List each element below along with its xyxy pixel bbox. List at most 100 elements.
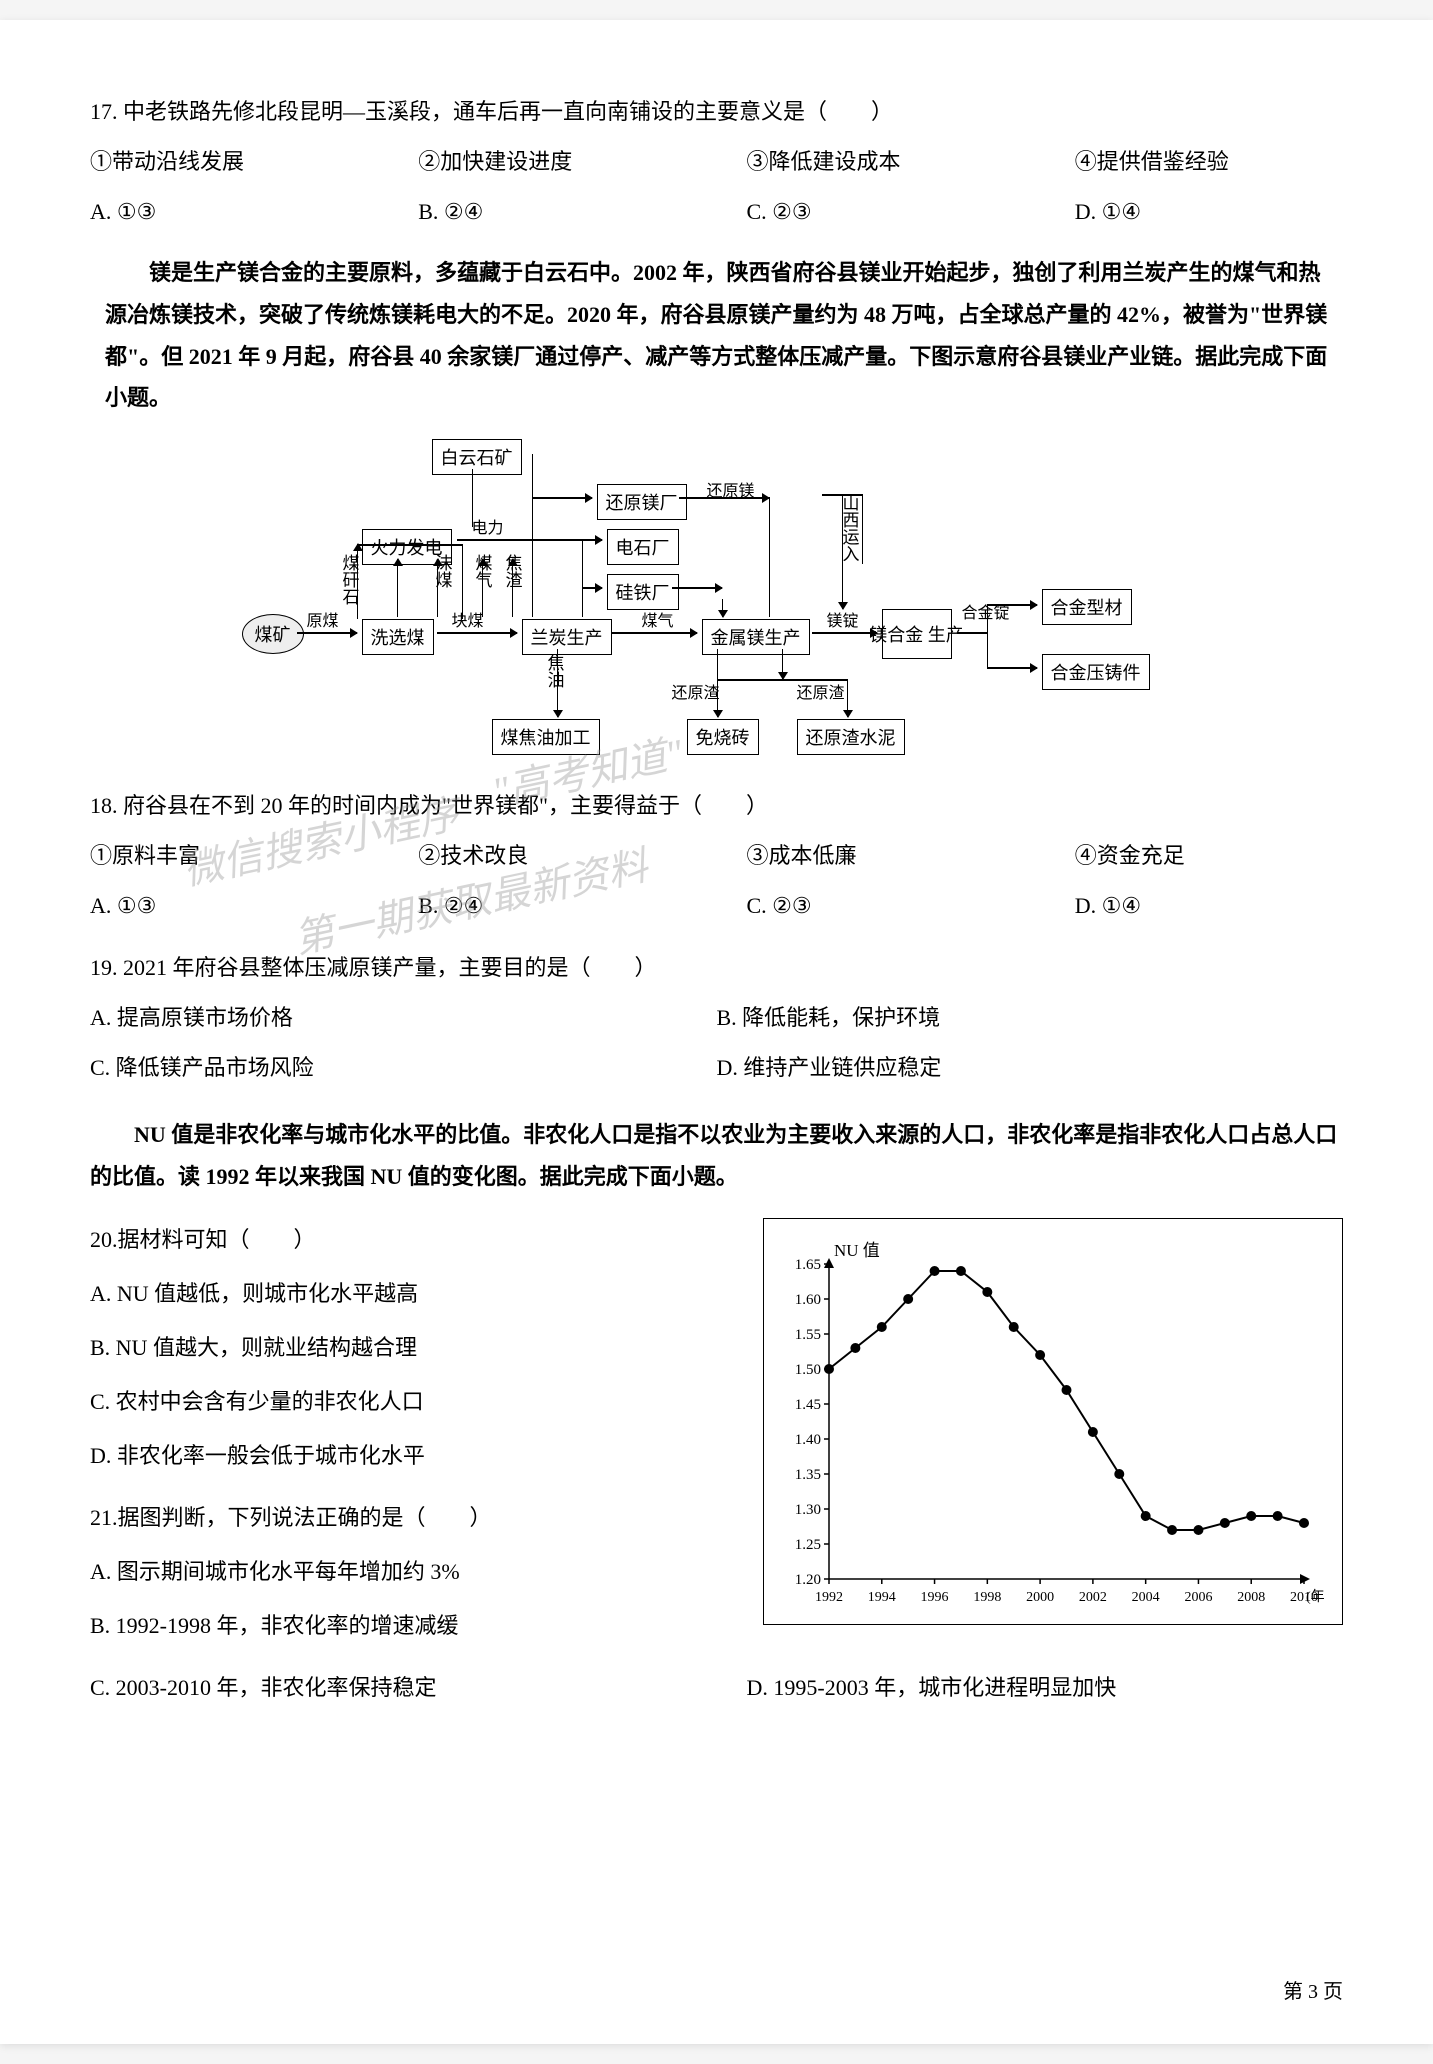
q18-opt4: ④资金充足	[1075, 834, 1343, 878]
line	[357, 544, 359, 619]
label-jiaoyou: 焦油	[542, 654, 567, 688]
line	[357, 544, 462, 546]
question-17: 17. 中老铁路先修北段昆明—玉溪段，通车后再一直向南铺设的主要意义是（ ） ①…	[90, 90, 1343, 234]
q18-opt2: ②技术改良	[418, 834, 686, 878]
magnesium-flowchart: 白云石矿 火力发电 煤矿 洗选煤 兰炭生产 还原镁厂 电石厂 硅铁厂 金属镁生产…	[242, 439, 1192, 759]
q18-choice-c: C. ②③	[747, 884, 1015, 928]
q21-choice-b: B. 1992-1998 年，非农化率的增速减缓	[90, 1604, 733, 1648]
line	[722, 599, 724, 617]
q19-stem: 19. 2021 年府谷县整体压减原镁产量，主要目的是（ ）	[90, 946, 1343, 990]
label-yuanmei: 原煤	[307, 607, 339, 631]
q21-choice-d: D. 1995-2003 年，城市化进程明显加快	[747, 1666, 1344, 1710]
line	[812, 632, 877, 634]
q19-choice-d: D. 维持产业链供应稳定	[717, 1046, 1344, 1090]
svg-text:1.50: 1.50	[795, 1362, 821, 1378]
question-19: 19. 2021 年府谷县整体压减原镁产量，主要目的是（ ） A. 提高原镁市场…	[90, 946, 1343, 1096]
line	[582, 539, 584, 617]
svg-text:2004: 2004	[1132, 1590, 1160, 1605]
q20-choice-b: B. NU 值越大，则就业结构越合理	[90, 1326, 733, 1370]
label-hyz1: 还原渣	[672, 679, 720, 703]
box-xixuan: 洗选煤	[362, 619, 434, 655]
box-dianshi: 电石厂	[607, 529, 679, 565]
line	[987, 604, 1037, 606]
svg-text:1.35: 1.35	[795, 1467, 821, 1483]
q17-choices: A. ①③ B. ②④ C. ②③ D. ①④	[90, 190, 1343, 234]
box-hejinya: 合金压铸件	[1042, 654, 1150, 690]
svg-text:1.55: 1.55	[795, 1327, 821, 1343]
line	[842, 494, 844, 609]
line	[862, 494, 864, 564]
q20-choice-a: A. NU 值越低，则城市化水平越高	[90, 1272, 733, 1316]
svg-text:1.40: 1.40	[795, 1432, 821, 1448]
svg-text:NU 值: NU 值	[834, 1241, 880, 1260]
oval-meikuang: 煤矿	[242, 614, 304, 654]
label-meiqi2: 煤气	[642, 607, 674, 631]
bottom-section: 20.据材料可知（ ） A. NU 值越低，则城市化水平越高 B. NU 值越大…	[90, 1218, 1343, 1666]
svg-text:1.65: 1.65	[795, 1257, 821, 1273]
q21-choice-c: C. 2003-2010 年，非农化率保持稳定	[90, 1666, 687, 1710]
line	[847, 679, 849, 717]
label-meiding: 镁锭	[827, 607, 859, 631]
label-shanxi: 山西运入	[837, 494, 862, 562]
line	[457, 539, 602, 541]
line	[717, 679, 847, 681]
nu-chart: 1.201.251.301.351.401.451.501.551.601.65…	[774, 1234, 1324, 1614]
line	[822, 494, 862, 496]
q17-opt4: ④提供借鉴经验	[1075, 140, 1343, 184]
line	[717, 649, 719, 717]
q18-opt3: ③成本低廉	[747, 834, 1015, 878]
svg-text:1998: 1998	[973, 1590, 1001, 1605]
q17-choice-a: A. ①③	[90, 190, 358, 234]
q19-choice-b: B. 降低能耗，保护环境	[717, 996, 1344, 1040]
q18-choice-d: D. ①④	[1075, 884, 1343, 928]
line	[532, 454, 534, 617]
q18-choice-b: B. ②④	[418, 884, 686, 928]
line	[557, 649, 559, 717]
svg-text:2000: 2000	[1026, 1590, 1054, 1605]
passage-2: NU 值是非农化率与城市化水平的比值。非农化人口是指不以农业为主要收入来源的人口…	[90, 1114, 1343, 1198]
flowchart-container: 白云石矿 火力发电 煤矿 洗选煤 兰炭生产 还原镁厂 电石厂 硅铁厂 金属镁生产…	[90, 439, 1343, 759]
line	[472, 469, 474, 527]
q17-opt3: ③降低建设成本	[747, 140, 1015, 184]
svg-text:1994: 1994	[868, 1590, 896, 1605]
box-huanyuan: 还原镁厂	[597, 484, 687, 520]
q17-stem: 17. 中老铁路先修北段昆明—玉溪段，通车后再一直向南铺设的主要意义是（ ）	[90, 90, 1343, 134]
q17-opt1: ①带动沿线发展	[90, 140, 358, 184]
q18-sub-options: ①原料丰富 ②技术改良 ③成本低廉 ④资金充足	[90, 834, 1343, 878]
q18-choice-a: A. ①③	[90, 884, 358, 928]
box-huanyuanzha: 还原渣水泥	[797, 719, 905, 755]
line	[612, 632, 697, 634]
q17-opt2: ②加快建设进度	[418, 140, 686, 184]
line	[482, 559, 484, 617]
page-number: 第 3 页	[1283, 1975, 1343, 2004]
box-baiyunshi: 白云石矿	[432, 439, 522, 475]
svg-text:1.25: 1.25	[795, 1537, 821, 1553]
line	[987, 604, 989, 669]
line	[582, 587, 602, 589]
label-hyz2: 还原渣	[797, 679, 845, 703]
box-guitie: 硅铁厂	[607, 574, 679, 610]
svg-text:2008: 2008	[1237, 1590, 1265, 1605]
q17-sub-options: ①带动沿线发展 ②加快建设进度 ③降低建设成本 ④提供借鉴经验	[90, 140, 1343, 184]
svg-text:2006: 2006	[1184, 1590, 1212, 1605]
svg-text:1.60: 1.60	[795, 1292, 821, 1308]
q21-bottom-row: C. 2003-2010 年，非农化率保持稳定 D. 1995-2003 年，城…	[90, 1666, 1343, 1710]
q21-stem: 21.据图判断，下列说法正确的是（ ）	[90, 1496, 733, 1540]
label-kuaimei: 块煤	[452, 607, 484, 631]
passage-1: 镁是生产镁合金的主要原料，多蕴藏于白云石中。2002 年，陕西省府谷县镁业开始起…	[90, 252, 1343, 419]
line	[397, 559, 399, 617]
q21-choice-a: A. 图示期间城市化水平每年增加约 3%	[90, 1550, 733, 1594]
svg-text:1.30: 1.30	[795, 1502, 821, 1518]
line	[987, 667, 1037, 669]
line	[769, 497, 771, 617]
q20-stem: 20.据材料可知（ ）	[90, 1218, 733, 1262]
line	[462, 544, 464, 619]
box-mianshao: 免烧砖	[687, 719, 759, 755]
svg-text:2002: 2002	[1079, 1590, 1107, 1605]
box-meijiao: 煤焦油加工	[492, 719, 600, 755]
line	[512, 559, 514, 617]
q17-choice-b: B. ②④	[418, 190, 686, 234]
line	[957, 632, 987, 634]
q20-choice-c: C. 农村中会含有少量的非农化人口	[90, 1380, 733, 1424]
box-lantan: 兰炭生产	[522, 619, 612, 655]
